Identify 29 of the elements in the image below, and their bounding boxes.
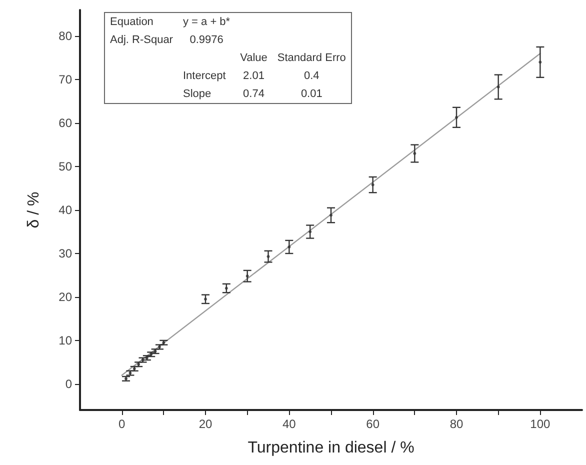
annotation: Equation <box>109 15 154 30</box>
annotation: 0.9976 <box>188 33 224 48</box>
x-tick-label: 0 <box>118 417 126 431</box>
x-tick-label: 20 <box>198 417 212 431</box>
annotation: Slope <box>182 87 212 102</box>
y-tick-label: 80 <box>58 29 72 44</box>
x-tick-label: 100 <box>530 417 550 431</box>
annotation: 0.74 <box>242 87 266 102</box>
y-tick-label: 20 <box>58 290 72 304</box>
y-tick-label: 70 <box>58 72 72 87</box>
annotation: Value <box>239 51 268 66</box>
x-tick-label: 60 <box>366 417 380 431</box>
y-tick-label: 30 <box>58 246 72 260</box>
annotation: y = a + b* <box>182 15 232 30</box>
y-tick-label: 0 <box>65 376 72 391</box>
y-tick-label: 60 <box>58 116 72 130</box>
y-tick-label: 40 <box>58 203 72 217</box>
y-axis-title: δ / % <box>26 192 42 228</box>
annotation: Standard Erro <box>276 51 347 66</box>
x-tick-label: 80 <box>450 417 464 431</box>
annotation: 0.4 <box>303 69 320 84</box>
annotation: Adj. R-Squar <box>109 33 174 48</box>
x-tick-label: 40 <box>282 417 296 431</box>
x-axis-title: Turpentine in diesel / % <box>248 440 414 456</box>
annotation: 0.01 <box>300 87 324 102</box>
y-tick-label: 10 <box>58 333 72 348</box>
annotation: Intercept <box>182 69 227 84</box>
annotation: 2.01 <box>242 69 266 84</box>
y-tick-label: 50 <box>58 160 72 174</box>
